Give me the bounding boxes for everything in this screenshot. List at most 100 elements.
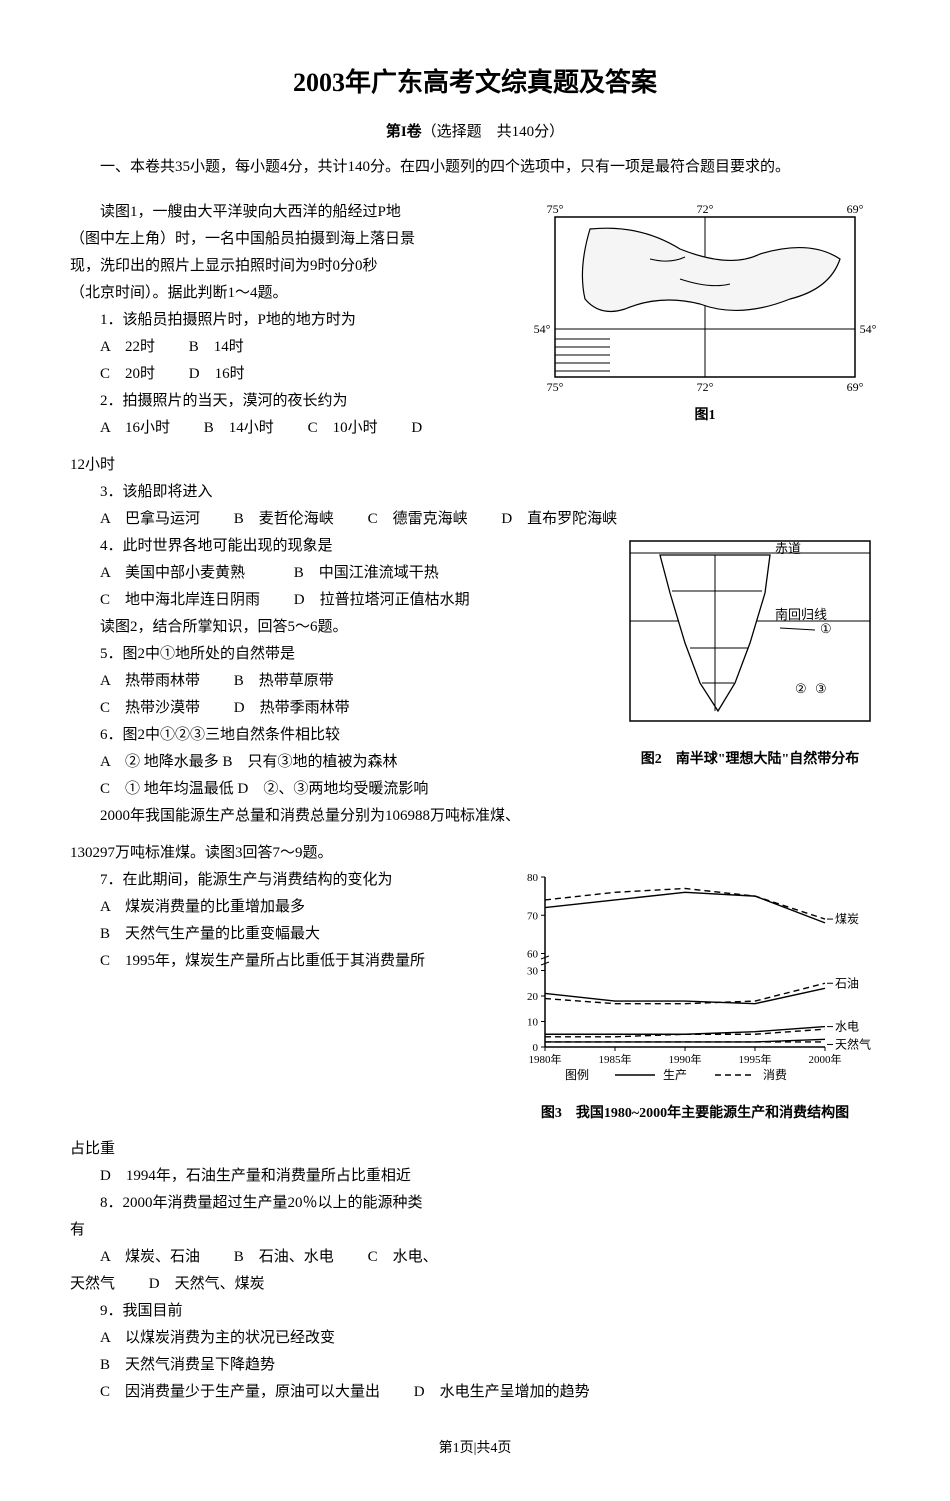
passage1-l1: 读图1，一艘由大平洋驶向大西洋的船经过P地 (70, 199, 530, 226)
q9: 9．我国目前 (70, 1298, 880, 1325)
passage2: 读图2，结合所掌知识，回答5～6题。 (70, 614, 620, 641)
q2-b: B 14小时 (204, 420, 274, 436)
q5-a: A 热带雨林带 (100, 673, 200, 689)
q8-a: A 煤炭、石油 (100, 1249, 200, 1265)
q2-a: A 16小时 (100, 420, 170, 436)
q1: 1．该船员拍摄照片时，P地的地方时为 (70, 307, 530, 334)
q1-a: A 22时 (100, 339, 155, 355)
q5: 5．图2中①地所处的自然带是 (70, 641, 620, 668)
q2-d: D (411, 420, 422, 436)
fig2-diagram: 赤道 南回归线 ① ② ③ (620, 533, 880, 743)
q5-b: B 热带草原带 (234, 673, 334, 689)
q5-d: D 热带季雨林带 (234, 700, 350, 716)
q8-c-tail: 天然气 (70, 1276, 115, 1292)
q5-row1: A 热带雨林带 B 热带草原带 (70, 668, 620, 695)
svg-text:30: 30 (527, 965, 539, 977)
subtitle: 第I卷（选择题 共140分） (70, 119, 880, 146)
svg-text:生产: 生产 (663, 1068, 687, 1082)
instructions: 一、本卷共35小题，每小题4分，共计140分。在四小题列的四个选项中，只有一项是… (70, 154, 880, 181)
svg-text:1980年: 1980年 (529, 1052, 562, 1066)
q3-b: B 麦哲伦海峡 (234, 511, 334, 527)
q9-cd: C 因消费量少于生产量，原油可以大量出 D 水电生产呈增加的趋势 (70, 1379, 880, 1406)
svg-text:2000年: 2000年 (809, 1052, 842, 1066)
q2: 2．拍摄照片的当天，漠河的夜长约为 (70, 388, 530, 415)
fig1-lat-l: 54° (534, 322, 551, 336)
svg-text:20: 20 (527, 991, 539, 1003)
fig1-container: 75° 72° 69° 75° 72° 69° 54° 54° 图1 (530, 199, 880, 428)
q6: 6．图2中①②③三地自然条件相比较 (70, 722, 620, 749)
q1-row2: C 20时 D 16时 (70, 361, 530, 388)
q7-a: A 煤炭消费量的比重增加最多 (70, 894, 500, 921)
q2-c: C 10小时 (308, 420, 378, 436)
svg-text:0: 0 (533, 1042, 539, 1054)
q4-row1: A 美国中部小麦黄熟 B 中国江淮流域干热 (70, 560, 620, 587)
q9-b: B 天然气消费呈下降趋势 (70, 1352, 880, 1379)
fig3-chart: 0 10 20 30 60 70 80 1980年 1985年 1990年 1995年 2000年 煤炭… (510, 867, 880, 1097)
q8-b: B 石油、水电 (234, 1249, 334, 1265)
svg-text:10: 10 (527, 1016, 539, 1028)
q8-c: C 水电、 (368, 1249, 438, 1265)
q7-8-block: 7．在此期间，能源生产与消费结构的变化为 A 煤炭消费量的比重增加最多 B 天然… (70, 867, 500, 975)
fig1-lon2: 72° (697, 202, 714, 216)
svg-text:图例: 图例 (565, 1068, 589, 1082)
q8-c-d-row: 天然气 D 天然气、煤炭 (70, 1271, 880, 1298)
q7-b: B 天然气生产量的比重变幅最大 (70, 921, 500, 948)
q6-row1: A ② 地降水最多 B 只有③地的植被为森林 (70, 749, 620, 776)
fig1-lon1: 75° (547, 202, 564, 216)
q2-row: A 16小时 B 14小时 C 10小时 D (70, 415, 530, 442)
q9-a: A 以煤炭消费为主的状况已经改变 (70, 1325, 880, 1352)
svg-text:80: 80 (527, 872, 539, 884)
q4-b: B 中国江淮流域干热 (294, 565, 439, 581)
fig1-caption: 图1 (530, 403, 880, 428)
fig2-caption: 图2 南半球"理想大陆"自然带分布 (620, 747, 880, 772)
q8-opts: A 煤炭、石油 B 石油、水电 C 水电、 (70, 1244, 880, 1271)
fig1-lon2b: 72° (697, 380, 714, 394)
fig2-container: 赤道 南回归线 ① ② ③ 图2 南半球"理想大陆"自然带分布 (620, 533, 880, 772)
passage1-block: 读图1，一艘由大平洋驶向大西洋的船经过P地 （图中左上角）时，一名中国船员拍摄到… (70, 199, 530, 442)
q4-row2: C 地中海北岸连日阴雨 D 拉普拉塔河正值枯水期 (70, 587, 620, 614)
passage3-l2: 130297万吨标准煤。读图3回答7～9题。 (70, 840, 880, 867)
q5-c: C 热带沙漠带 (100, 700, 200, 716)
svg-text:煤炭: 煤炭 (835, 912, 859, 926)
fig1-lon3: 69° (847, 202, 864, 216)
svg-text:70: 70 (527, 910, 539, 922)
q7: 7．在此期间，能源生产与消费结构的变化为 (70, 867, 500, 894)
fig3-caption: 图3 我国1980~2000年主要能源生产和消费结构图 (510, 1101, 880, 1126)
fig1-lon1b: 75° (547, 380, 564, 394)
q4-6-block: 4．此时世界各地可能出现的现象是 A 美国中部小麦黄熟 B 中国江淮流域干热 C… (70, 533, 620, 830)
svg-text:1990年: 1990年 (669, 1052, 702, 1066)
subtitle-prefix: 第I卷 (386, 124, 422, 140)
q1-b: B 14时 (189, 339, 244, 355)
q8: 8．2000年消费量超过生产量20％以上的能源种类 (70, 1190, 880, 1217)
q7-d: D 1994年，石油生产量和消费量所占比重相近 (70, 1163, 880, 1190)
passage1-l3: 现，洗印出的照片上显示拍照时间为9时0分0秒 (70, 253, 530, 280)
q3-d: D 直布罗陀海峡 (501, 511, 617, 527)
fig2-tropic: 南回归线 (775, 607, 827, 622)
q7-c: C 1995年，煤炭生产量所占比重低于其消费量所 (70, 948, 500, 975)
q3: 3．该船即将进入 (70, 479, 880, 506)
fig2-equator: 赤道 (775, 541, 801, 556)
q9-c: C 因消费量少于生产量，原油可以大量出 (100, 1384, 380, 1400)
q6-row2: C ① 地年均温最低 D ②、③两地均受暖流影响 (70, 776, 620, 803)
q9-d: D 水电生产呈增加的趋势 (414, 1384, 590, 1400)
page-title: 2003年广东高考文综真题及答案 (70, 60, 880, 107)
fig1-lon3b: 69° (847, 380, 864, 394)
q1-c: C 20时 (100, 366, 155, 382)
svg-text:天然气: 天然气 (835, 1036, 871, 1051)
passage1-l4: （北京时间）。据此判断1～4题。 (70, 280, 530, 307)
svg-text:1985年: 1985年 (599, 1052, 632, 1066)
fig1-lat-r: 54° (860, 322, 877, 336)
passage3-l1: 2000年我国能源生产总量和消费总量分别为106988万吨标准煤、 (70, 803, 620, 830)
svg-text:1995年: 1995年 (739, 1052, 772, 1066)
svg-text:石油: 石油 (835, 976, 859, 990)
q1-row1: A 22时 B 14时 (70, 334, 530, 361)
q2-d-tail: 12小时 (70, 452, 880, 479)
q3-opts: A 巴拿马运河 B 麦哲伦海峡 C 德雷克海峡 D 直布罗陀海峡 (70, 506, 880, 533)
fig2-m2: ② (795, 681, 807, 696)
subtitle-paren: （选择题 共140分） (422, 124, 565, 140)
q5-row2: C 热带沙漠带 D 热带季雨林带 (70, 695, 620, 722)
q1-d: D 16时 (189, 366, 245, 382)
q3-a: A 巴拿马运河 (100, 511, 200, 527)
svg-text:60: 60 (527, 948, 539, 960)
fig3-container: 0 10 20 30 60 70 80 1980年 1985年 1990年 1995年 2000年 煤炭… (510, 867, 880, 1126)
